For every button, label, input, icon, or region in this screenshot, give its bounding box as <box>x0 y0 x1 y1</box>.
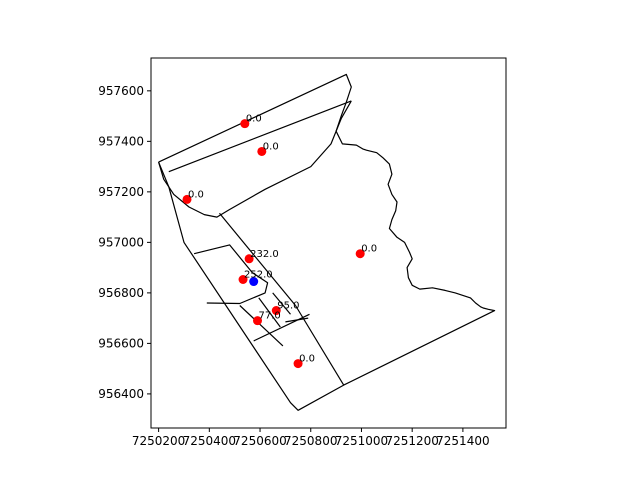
x-tick-label-0: 7250200 <box>132 434 185 448</box>
x-tick-label-6: 7251400 <box>436 434 489 448</box>
boundary-line-8 <box>272 292 291 315</box>
x-tick-label-3: 7250800 <box>284 434 337 448</box>
y-tick-label-1: 956600 <box>98 336 144 350</box>
point-value-label-8: 0.0 <box>299 354 315 365</box>
data-point-0-3 <box>355 249 365 259</box>
data-point-0-4 <box>244 254 254 264</box>
x-tick-label-1: 7250400 <box>183 434 236 448</box>
data-point-0-6 <box>271 306 281 316</box>
boundary-line-7 <box>258 297 281 328</box>
data-points <box>182 119 365 369</box>
point-value-label-1: 0.0 <box>263 141 279 152</box>
data-point-1-0 <box>249 277 259 287</box>
point-value-label-0: 0.0 <box>246 114 262 125</box>
boundary-line-0 <box>158 73 496 411</box>
y-tick-label-5: 957400 <box>98 134 144 148</box>
parcel-boundaries <box>158 73 496 411</box>
y-tick-label-3: 957000 <box>98 235 144 249</box>
boundary-line-9 <box>253 313 310 342</box>
boundary-line-6 <box>239 305 284 347</box>
y-tick-label-4: 957200 <box>98 185 144 199</box>
boundary-line-3 <box>219 212 296 306</box>
axes-frame <box>150 57 507 429</box>
y-tick-label-2: 956800 <box>98 286 144 300</box>
x-tick-label-4: 7251000 <box>335 434 388 448</box>
axis-ticks: 7250200725040072506007250800725100072512… <box>98 84 489 448</box>
x-tick-label-5: 7251200 <box>385 434 438 448</box>
data-point-0-7 <box>253 316 262 326</box>
data-point-0-0 <box>240 119 250 129</box>
x-tick-label-2: 7250600 <box>233 434 286 448</box>
point-value-label-6: 95.0 <box>277 301 299 312</box>
boundary-line-1 <box>168 100 352 173</box>
point-value-label-5: 252.0 <box>244 269 273 280</box>
data-point-0-1 <box>257 146 267 156</box>
point-value-label-2: 0.0 <box>188 189 204 200</box>
y-tick-label-6: 957600 <box>98 84 144 98</box>
y-tick-label-0: 956400 <box>98 387 144 401</box>
point-value-label-4: 232.0 <box>250 249 279 260</box>
boundary-line-2 <box>158 100 352 218</box>
boundary-line-10 <box>285 317 309 323</box>
data-point-0-2 <box>182 194 192 204</box>
data-point-0-8 <box>293 359 303 369</box>
boundary-line-5 <box>193 244 269 305</box>
point-labels: 0.0 0.0 0.0 0.0 232.0 252.0 95.077.0 0.0 <box>188 114 377 365</box>
data-point-0-5 <box>238 274 248 284</box>
point-value-label-3: 0.0 <box>361 244 377 255</box>
point-value-label-7: 77.0 <box>259 311 281 322</box>
